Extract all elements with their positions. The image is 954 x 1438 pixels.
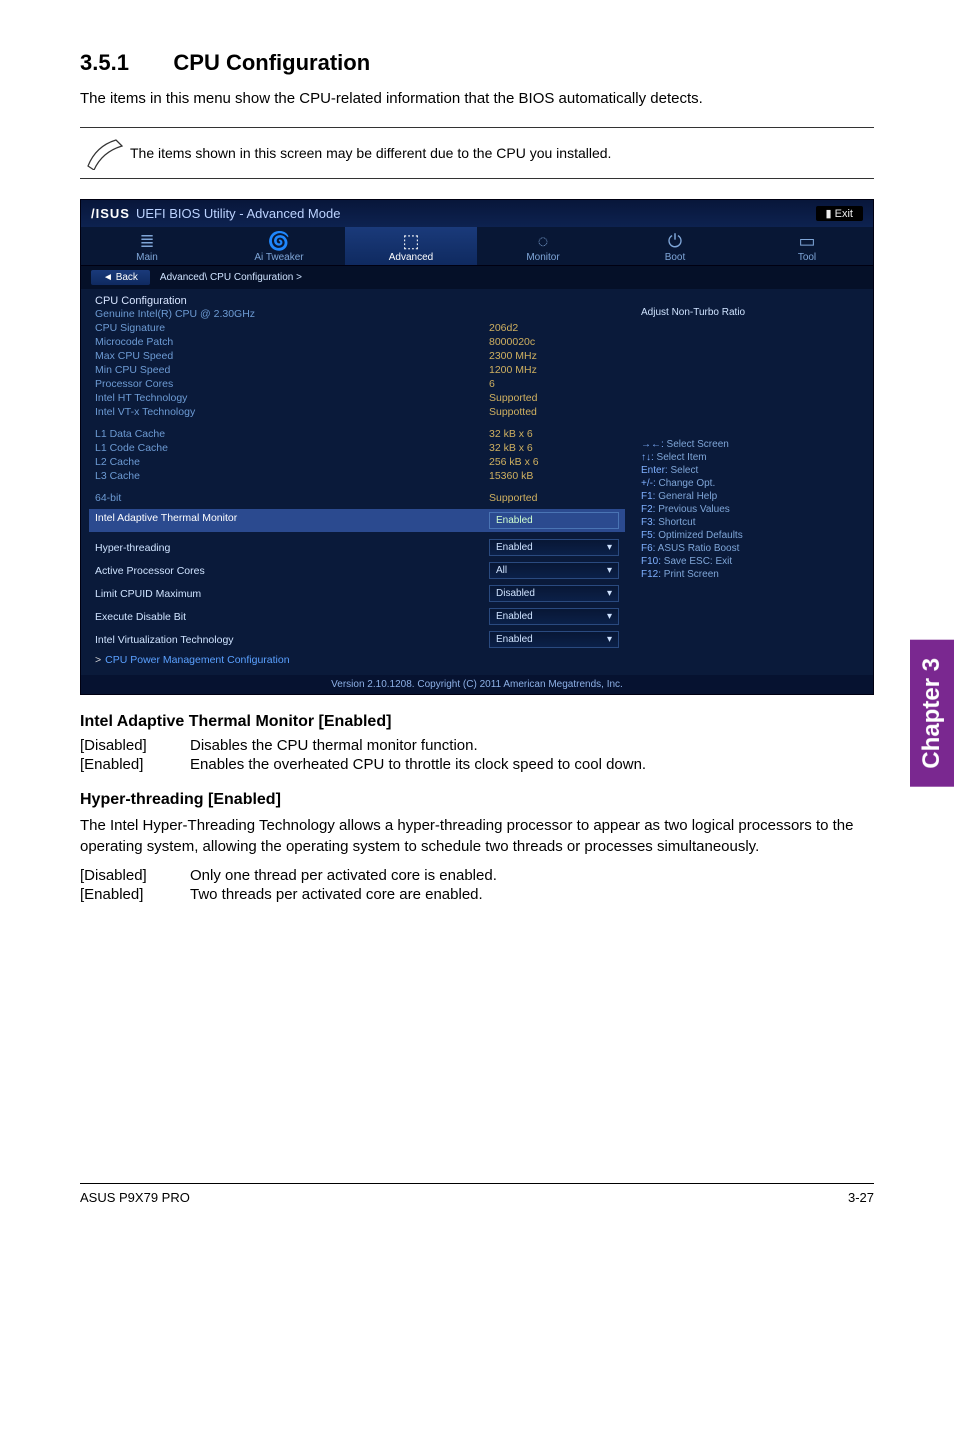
- cpu-power-mgmt-link[interactable]: >CPU Power Management Configuration: [95, 651, 619, 669]
- info-row: L2 Cache256 kB x 6: [95, 455, 619, 469]
- breadcrumb: ◄ Back Advanced\ CPU Configuration >: [81, 266, 873, 289]
- cpu-name: Genuine Intel(R) CPU @ 2.30GHz: [95, 308, 619, 320]
- subsection-1-title: Intel Adaptive Thermal Monitor [Enabled]: [80, 713, 874, 731]
- help-line: F10: Save ESC: Exit: [641, 555, 861, 568]
- tab-tool[interactable]: ▭Tool: [741, 227, 873, 265]
- info-row: Intel VT-x TechnologySuppotted: [95, 405, 619, 419]
- bios-footer: Version 2.10.1208. Copyright (C) 2011 Am…: [81, 675, 873, 694]
- footer-left: ASUS P9X79 PRO: [80, 1190, 190, 1205]
- footer-right: 3-27: [848, 1190, 874, 1205]
- option-select[interactable]: Enabled▾: [489, 631, 619, 648]
- chapter-tab: Chapter 3: [910, 640, 954, 787]
- option-row[interactable]: Active Processor CoresAll▾: [95, 559, 619, 582]
- bios-help-panel: Adjust Non-Turbo Ratio →←: Select Screen…: [629, 289, 873, 675]
- option-select[interactable]: Enabled▾: [489, 608, 619, 625]
- info-row: L3 Cache15360 kB: [95, 469, 619, 483]
- bios-title: UEFI BIOS Utility - Advanced Mode: [136, 206, 340, 221]
- tab-ai-tweaker[interactable]: 🌀Ai Tweaker: [213, 227, 345, 265]
- row-64bit: 64-bit Supported: [95, 491, 619, 505]
- note-icon: [80, 136, 130, 170]
- exit-button[interactable]: ▮ Exit: [816, 206, 863, 221]
- option-row[interactable]: Intel Virtualization TechnologyEnabled▾: [95, 628, 619, 651]
- back-button[interactable]: ◄ Back: [91, 270, 150, 285]
- option-row[interactable]: Hyper-threadingEnabled▾: [95, 536, 619, 559]
- option-select[interactable]: Enabled▾: [489, 539, 619, 556]
- tab-bar: ≣Main🌀Ai Tweaker⬚Advanced◌Monitor⏻Boot▭T…: [81, 227, 873, 266]
- bios-left-panel: CPU Configuration Genuine Intel(R) CPU @…: [81, 289, 629, 675]
- help-line: F5: Optimized Defaults: [641, 529, 861, 542]
- option-row[interactable]: Limit CPUID MaximumDisabled▾: [95, 582, 619, 605]
- help-line: →←: Select Screen: [641, 438, 861, 451]
- definition-row: [Enabled]Enables the overheated CPU to t…: [80, 756, 874, 773]
- option-select[interactable]: All▾: [489, 562, 619, 579]
- tab-boot[interactable]: ⏻Boot: [609, 227, 741, 265]
- breadcrumb-path: Advanced\ CPU Configuration >: [160, 272, 302, 283]
- info-row: Intel HT TechnologySupported: [95, 391, 619, 405]
- option-row[interactable]: Execute Disable BitEnabled▾: [95, 605, 619, 628]
- section-title: CPU Configuration: [173, 50, 370, 76]
- help-line: F12: Print Screen: [641, 568, 861, 581]
- info-row: L1 Code Cache32 kB x 6: [95, 441, 619, 455]
- info-row: L1 Data Cache32 kB x 6: [95, 427, 619, 441]
- note-text: The items shown in this screen may be di…: [130, 145, 611, 161]
- note-box: The items shown in this screen may be di…: [80, 127, 874, 179]
- definition-row: [Disabled]Only one thread per activated …: [80, 867, 874, 884]
- help-line: F3: Shortcut: [641, 516, 861, 529]
- bios-brand: /ISUS: [91, 206, 130, 221]
- info-row: Min CPU Speed1200 MHz: [95, 363, 619, 377]
- definition-row: [Enabled]Two threads per activated core …: [80, 886, 874, 903]
- help-line: F6: ASUS Ratio Boost: [641, 542, 861, 555]
- help-line: F1: General Help: [641, 490, 861, 503]
- thermal-monitor-select[interactable]: Enabled: [489, 512, 619, 529]
- subsection-2-body: The Intel Hyper-Threading Technology all…: [80, 815, 874, 857]
- definition-row: [Disabled]Disables the CPU thermal monit…: [80, 737, 874, 754]
- tab-advanced[interactable]: ⬚Advanced: [345, 227, 477, 265]
- help-title: Adjust Non-Turbo Ratio: [641, 307, 861, 318]
- bios-titlebar: /ISUS UEFI BIOS Utility - Advanced Mode …: [81, 200, 873, 227]
- info-row: Max CPU Speed2300 MHz: [95, 349, 619, 363]
- tab-monitor[interactable]: ◌Monitor: [477, 227, 609, 265]
- info-row: Microcode Patch8000020c: [95, 335, 619, 349]
- bios-window: /ISUS UEFI BIOS Utility - Advanced Mode …: [80, 199, 874, 695]
- section-number: 3.5.1: [80, 50, 129, 76]
- help-line: +/-: Change Opt.: [641, 477, 861, 490]
- intro-text: The items in this menu show the CPU-rela…: [80, 88, 874, 109]
- info-row: CPU Signature206d2: [95, 321, 619, 335]
- help-line: ↑↓: Select Item: [641, 451, 861, 464]
- tab-main[interactable]: ≣Main: [81, 227, 213, 265]
- help-line: Enter: Select: [641, 464, 861, 477]
- help-line: F2: Previous Values: [641, 503, 861, 516]
- info-row: Processor Cores6: [95, 377, 619, 391]
- cpu-config-title: CPU Configuration: [95, 295, 619, 307]
- subsection-2-title: Hyper-threading [Enabled]: [80, 791, 874, 809]
- option-select[interactable]: Disabled▾: [489, 585, 619, 602]
- page-footer: ASUS P9X79 PRO 3-27: [80, 1183, 874, 1205]
- selected-option-thermal-monitor[interactable]: Intel Adaptive Thermal Monitor Enabled: [89, 509, 625, 532]
